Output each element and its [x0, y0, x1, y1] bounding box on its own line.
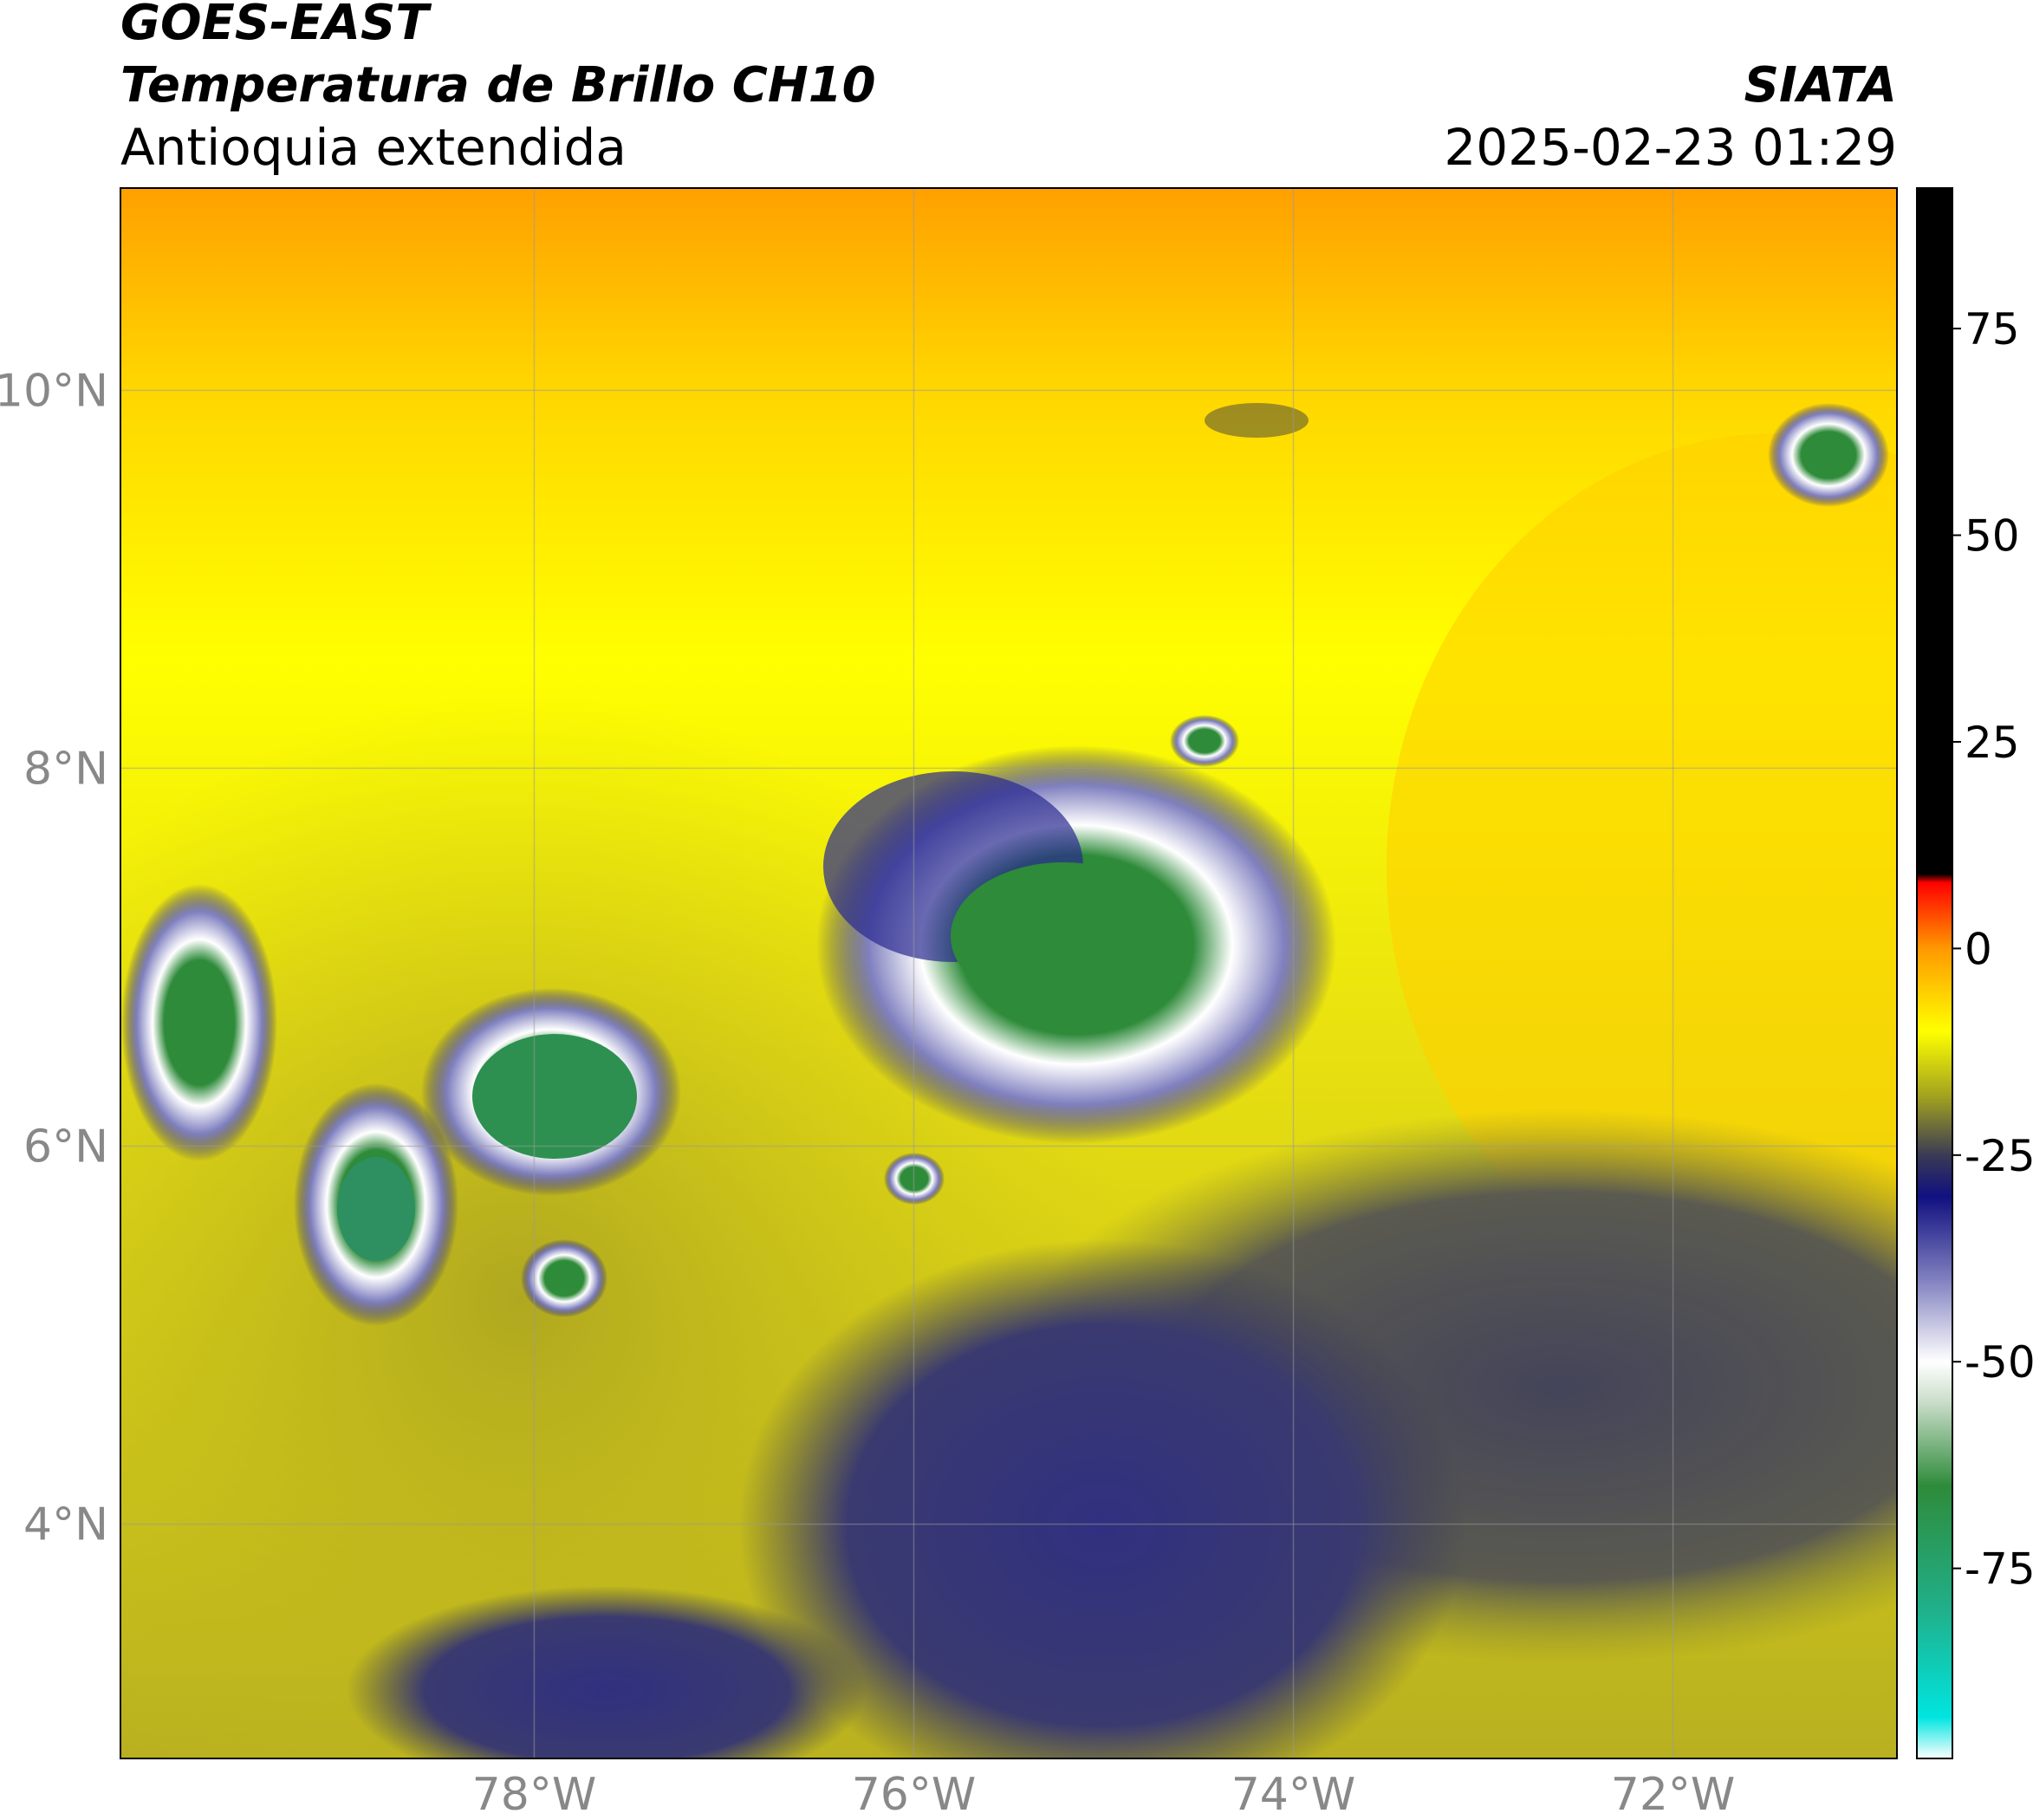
x-tick-label: 72°W: [1611, 1769, 1736, 1820]
colorbar-frame: [1916, 187, 1953, 1759]
colorbar-segment: [1917, 1030, 1952, 1098]
colorbar: [1917, 188, 1961, 1759]
colorbar-segment: [1917, 1154, 1952, 1197]
x-tick-label: 76°W: [852, 1769, 977, 1820]
colorbar-segment: [1917, 1485, 1952, 1610]
region: Antioquia extendida: [120, 118, 627, 177]
colorbar-segment: [1917, 1097, 1952, 1156]
colorbar-segment: [1917, 1362, 1952, 1404]
colorbar-segment: [1917, 874, 1952, 883]
colorbar-segment: [1917, 882, 1952, 949]
x-tick-label: 74°W: [1231, 1769, 1356, 1820]
title: GOES-EAST: [120, 0, 432, 51]
colorbar-tick-label: 0: [1965, 924, 1992, 974]
map-frame: [120, 187, 1898, 1759]
colorbar-segment: [1917, 1196, 1952, 1280]
satellite-image: [120, 188, 1897, 1758]
colorbar-tick-label: -75: [1965, 1544, 2033, 1595]
datetime: 2025-02-23 01:29: [1444, 118, 1897, 177]
colorbar-tick-label: -50: [1965, 1337, 2033, 1388]
subtitle: Temperatura de Brillo CH10: [120, 57, 876, 114]
colorbar-tick-label: 50: [1965, 511, 2020, 562]
source: SIATA: [1744, 57, 1897, 114]
x-tick-label: 78°W: [472, 1769, 597, 1820]
colorbar-tick-label: 25: [1965, 718, 2020, 768]
colorbar-segment: [1917, 1609, 1952, 1718]
y-tick-label: 8°N: [23, 743, 108, 795]
colorbar-segment: [1917, 1278, 1952, 1362]
colorbar-tick-label: 75: [1965, 304, 2020, 354]
colorbar-segment: [1917, 1402, 1952, 1486]
colorbar-segment: [1917, 1717, 1952, 1759]
y-tick-label: 10°N: [0, 365, 108, 417]
graticule: [120, 188, 1897, 1758]
y-tick-label: 4°N: [23, 1499, 108, 1551]
colorbar-segment: [1917, 948, 1952, 1032]
colorbar-segment: [1917, 188, 1952, 875]
colorbar-tick-label: -25: [1965, 1131, 2033, 1181]
y-tick-label: 6°N: [23, 1121, 108, 1173]
